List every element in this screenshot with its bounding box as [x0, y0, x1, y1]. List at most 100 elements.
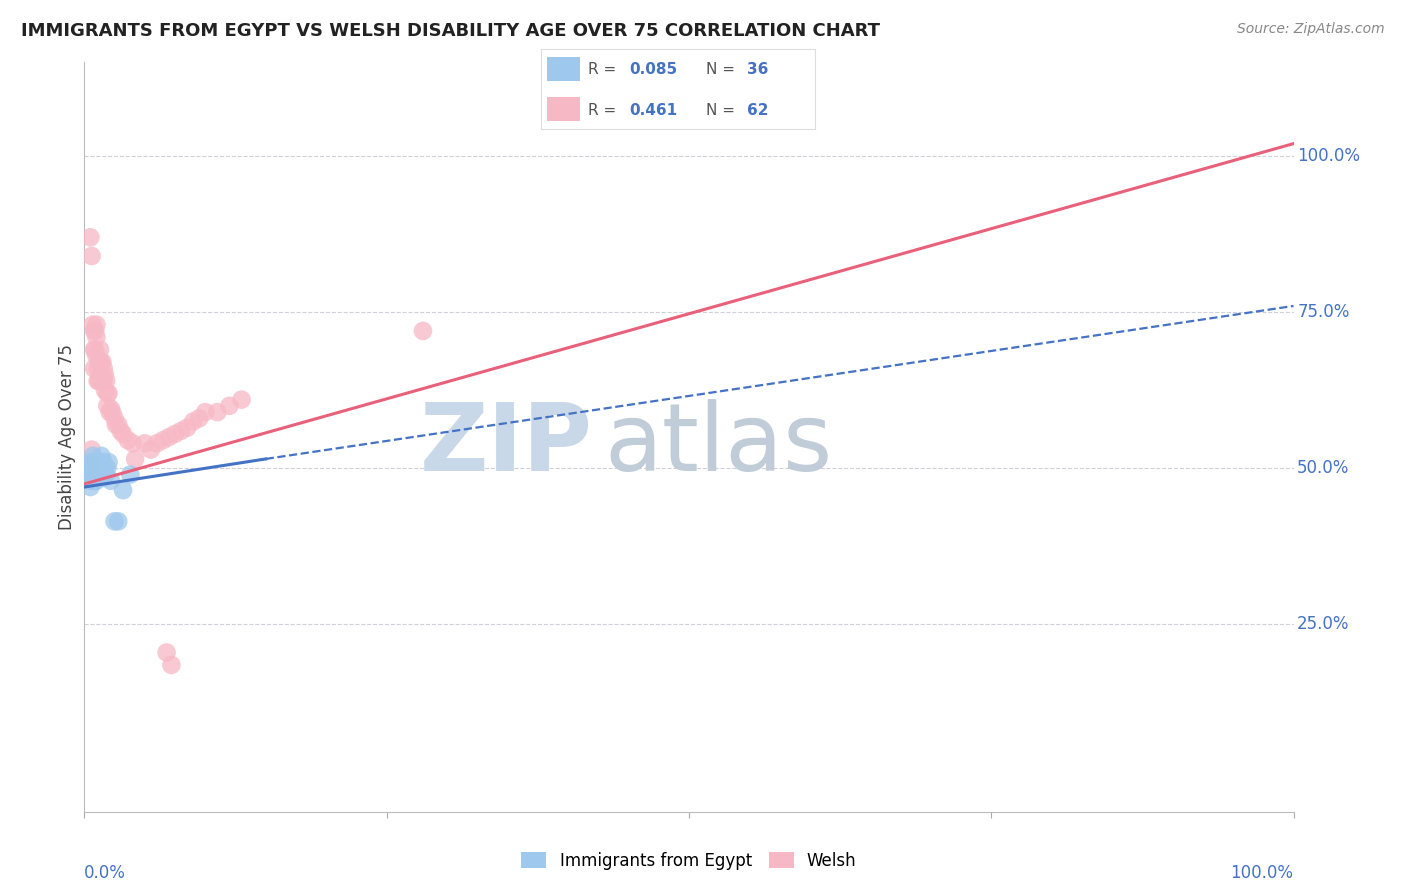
- Point: [89, 355, 111, 369]
- Point: [170, 424, 193, 438]
- Point: [188, 411, 211, 425]
- Point: [112, 483, 135, 498]
- Point: [124, 451, 146, 466]
- Point: [90, 458, 112, 473]
- Point: [152, 434, 174, 448]
- Point: [412, 324, 434, 338]
- Bar: [547, 97, 579, 121]
- Text: R =: R =: [588, 103, 621, 118]
- Point: [82, 318, 104, 332]
- Point: [176, 421, 198, 435]
- Text: 100.0%: 100.0%: [1230, 864, 1294, 882]
- Point: [93, 374, 115, 388]
- Point: [94, 384, 117, 398]
- Point: [87, 355, 110, 369]
- Point: [86, 455, 108, 469]
- Point: [83, 343, 105, 357]
- Point: [80, 442, 103, 457]
- Point: [160, 658, 183, 673]
- Point: [97, 455, 120, 469]
- Text: atlas: atlas: [605, 399, 832, 491]
- Text: 0.085: 0.085: [628, 62, 678, 78]
- Point: [87, 374, 110, 388]
- Text: 62: 62: [747, 103, 769, 118]
- Point: [77, 461, 100, 475]
- Text: Source: ZipAtlas.com: Source: ZipAtlas.com: [1237, 22, 1385, 37]
- Legend: Immigrants from Egypt, Welsh: Immigrants from Egypt, Welsh: [513, 844, 865, 879]
- Text: N =: N =: [706, 62, 740, 78]
- Point: [96, 399, 118, 413]
- Text: 0.0%: 0.0%: [84, 864, 127, 882]
- Text: 50.0%: 50.0%: [1298, 459, 1350, 477]
- Point: [86, 458, 108, 473]
- Point: [79, 474, 101, 488]
- Point: [82, 461, 104, 475]
- Point: [117, 434, 139, 448]
- Point: [100, 474, 122, 488]
- Point: [83, 455, 105, 469]
- Point: [82, 449, 104, 463]
- Point: [96, 461, 118, 475]
- Text: 36: 36: [747, 62, 768, 78]
- Point: [89, 374, 111, 388]
- Point: [194, 405, 217, 419]
- Point: [134, 436, 156, 450]
- Point: [84, 467, 107, 482]
- Point: [112, 426, 135, 441]
- Point: [83, 474, 105, 488]
- Point: [107, 514, 129, 528]
- Text: 25.0%: 25.0%: [1298, 615, 1350, 633]
- Point: [157, 430, 180, 444]
- Point: [86, 330, 108, 344]
- Point: [79, 480, 101, 494]
- Text: IMMIGRANTS FROM EGYPT VS WELSH DISABILITY AGE OVER 75 CORRELATION CHART: IMMIGRANTS FROM EGYPT VS WELSH DISABILIT…: [21, 22, 880, 40]
- Point: [107, 417, 129, 432]
- Point: [79, 461, 101, 475]
- Point: [146, 436, 169, 450]
- Text: N =: N =: [706, 103, 740, 118]
- Point: [86, 361, 108, 376]
- Point: [84, 343, 107, 357]
- Bar: [547, 57, 579, 81]
- Point: [79, 230, 101, 244]
- Point: [83, 464, 105, 478]
- Point: [86, 318, 108, 332]
- Point: [84, 324, 107, 338]
- Point: [121, 436, 143, 450]
- Point: [104, 514, 127, 528]
- Point: [94, 374, 117, 388]
- Point: [110, 424, 132, 438]
- Point: [80, 249, 103, 263]
- Point: [155, 646, 177, 660]
- Point: [97, 386, 120, 401]
- Point: [86, 374, 108, 388]
- Text: 0.461: 0.461: [628, 103, 678, 118]
- Point: [94, 461, 117, 475]
- Text: 100.0%: 100.0%: [1298, 147, 1360, 165]
- Point: [90, 449, 112, 463]
- Point: [83, 324, 105, 338]
- Point: [98, 405, 121, 419]
- Point: [90, 368, 112, 382]
- Text: 75.0%: 75.0%: [1298, 303, 1350, 321]
- Point: [218, 399, 240, 413]
- Point: [86, 467, 108, 482]
- Text: R =: R =: [588, 62, 621, 78]
- Point: [96, 386, 118, 401]
- Point: [84, 458, 107, 473]
- Point: [93, 455, 115, 469]
- Point: [89, 343, 111, 357]
- Point: [207, 405, 229, 419]
- Point: [165, 426, 187, 441]
- Point: [87, 464, 110, 478]
- Point: [83, 361, 105, 376]
- Point: [120, 467, 142, 482]
- Point: [93, 470, 115, 484]
- Text: ZIP: ZIP: [419, 399, 592, 491]
- Point: [79, 467, 101, 482]
- Point: [91, 355, 114, 369]
- Point: [79, 458, 101, 473]
- Point: [89, 461, 111, 475]
- Point: [104, 411, 127, 425]
- Point: [86, 461, 108, 475]
